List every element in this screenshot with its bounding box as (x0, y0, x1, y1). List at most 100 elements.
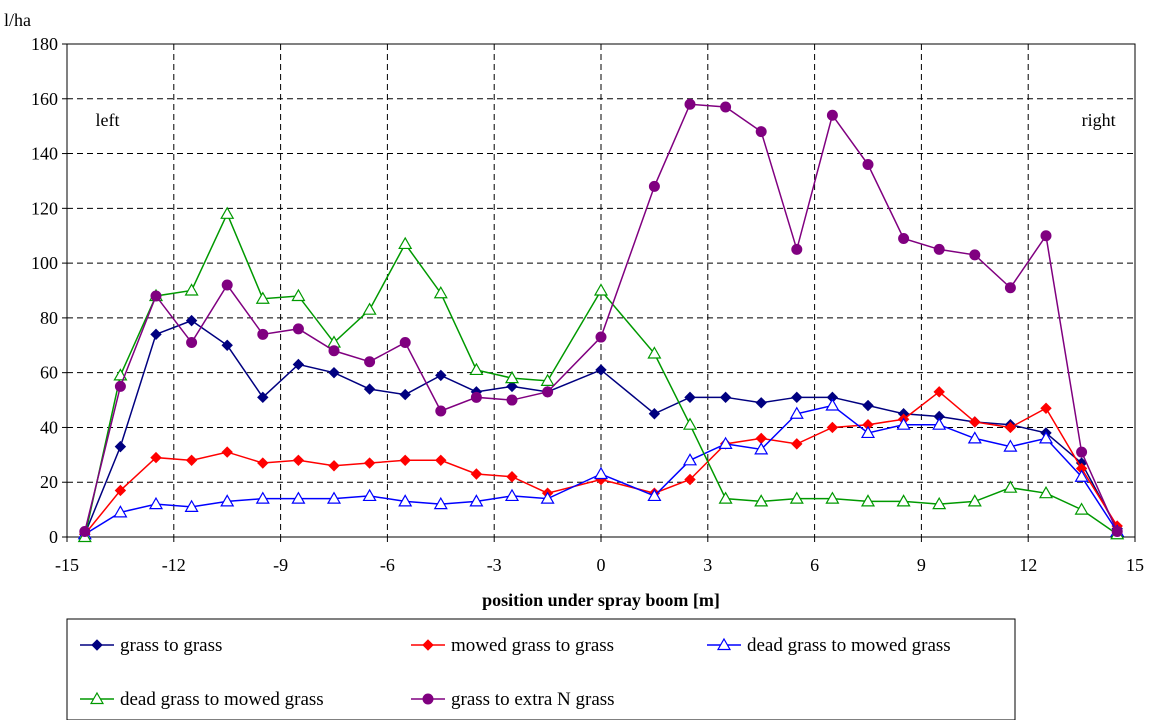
data-point (647, 346, 662, 359)
y-tick-label: 100 (31, 253, 58, 273)
data-point (754, 442, 769, 455)
data-point (682, 417, 698, 430)
data-point (469, 362, 484, 376)
y-tick-label: 140 (31, 144, 58, 164)
data-point (292, 323, 304, 335)
data-point (791, 391, 803, 404)
data-point (364, 356, 376, 368)
data-point (1040, 402, 1052, 414)
data-point (540, 491, 555, 504)
data-point (504, 370, 520, 384)
data-point (862, 159, 874, 171)
data-point (593, 283, 609, 296)
legend-item-2: mowed grass to grass (411, 635, 614, 656)
data-point (470, 468, 483, 480)
data-point (150, 328, 162, 341)
data-point (896, 417, 911, 430)
data-point (718, 436, 733, 449)
legend-item-5: grass to extra N grass (411, 689, 615, 710)
y-tick-label: 40 (40, 417, 58, 437)
data-point (648, 408, 661, 420)
data-point (969, 249, 981, 261)
y-tick-label: 20 (40, 472, 58, 492)
data-point (506, 394, 518, 406)
y-axis: 0 20 40 60 80 100 120 140 160 180 (31, 34, 67, 547)
legend-label: dead grass to mowed grass (747, 635, 951, 656)
data-point (398, 494, 413, 507)
data-point (789, 491, 804, 504)
data-point (595, 331, 607, 343)
data-point (292, 358, 305, 371)
data-point (754, 494, 769, 507)
data-point (969, 416, 981, 428)
data-point (826, 109, 838, 121)
data-point (257, 328, 269, 340)
data-point (469, 494, 484, 507)
data-point (825, 398, 840, 411)
x-tick-label: -6 (380, 555, 395, 575)
data-point (682, 453, 698, 466)
legend-label: grass to extra N grass (451, 689, 615, 710)
data-point (150, 451, 162, 464)
y-tick-label: 180 (31, 34, 58, 54)
x-tick-label: -15 (55, 555, 79, 575)
data-point (435, 369, 447, 382)
data-point (1074, 502, 1089, 515)
x-axis: -15 -12 -9 -6 -3 0 3 6 9 12 15 (55, 537, 1144, 575)
data-point (435, 405, 447, 417)
x-tick-label: -9 (273, 555, 288, 575)
data-point (684, 391, 696, 404)
data-point (791, 243, 803, 255)
y-tick-label: 0 (49, 527, 58, 547)
data-point (185, 454, 198, 467)
data-point (221, 446, 233, 458)
series-layer (77, 98, 1125, 543)
data-point (114, 484, 127, 497)
data-point (399, 454, 411, 467)
legend-item-1: grass to grass (80, 635, 222, 656)
data-point (932, 417, 947, 430)
data-point (362, 488, 377, 502)
data-point (1074, 469, 1089, 482)
x-tick-label: -12 (162, 555, 186, 575)
legend-label: grass to grass (120, 635, 222, 656)
legend-swatch-marker (91, 639, 103, 651)
x-tick-label: 12 (1019, 555, 1037, 575)
data-point (506, 380, 518, 393)
data-point (648, 180, 660, 192)
legend: grass to grass mowed grass to grass dead g… (80, 635, 951, 710)
data-point (1003, 439, 1018, 452)
data-point (221, 279, 233, 291)
data-point (1038, 431, 1054, 444)
data-point (647, 488, 662, 502)
y-tick-label: 120 (31, 198, 58, 218)
series-line (84, 390, 1118, 535)
data-point (255, 291, 270, 304)
data-point (186, 337, 198, 349)
x-tick-label: 3 (703, 555, 712, 575)
annotation-right: right (1082, 110, 1116, 130)
legend-box (66, 618, 1016, 720)
data-point (860, 425, 876, 439)
data-point (114, 380, 126, 392)
data-point (684, 473, 696, 486)
data-point (148, 496, 164, 510)
x-tick-label: 0 (597, 555, 606, 575)
series-5 (79, 98, 1123, 538)
data-point (113, 505, 128, 518)
data-point (967, 494, 982, 507)
data-point (433, 496, 448, 510)
data-point (114, 440, 127, 453)
data-point (221, 339, 233, 351)
data-point (898, 232, 910, 244)
data-point (328, 366, 340, 379)
data-point (755, 397, 767, 409)
data-point (755, 126, 767, 138)
data-point (896, 494, 911, 507)
data-point (257, 457, 269, 469)
data-point (967, 431, 982, 444)
annotation-left: left (95, 110, 119, 130)
data-point (595, 364, 607, 376)
legend-swatch-marker (89, 691, 105, 705)
data-point (291, 491, 306, 504)
